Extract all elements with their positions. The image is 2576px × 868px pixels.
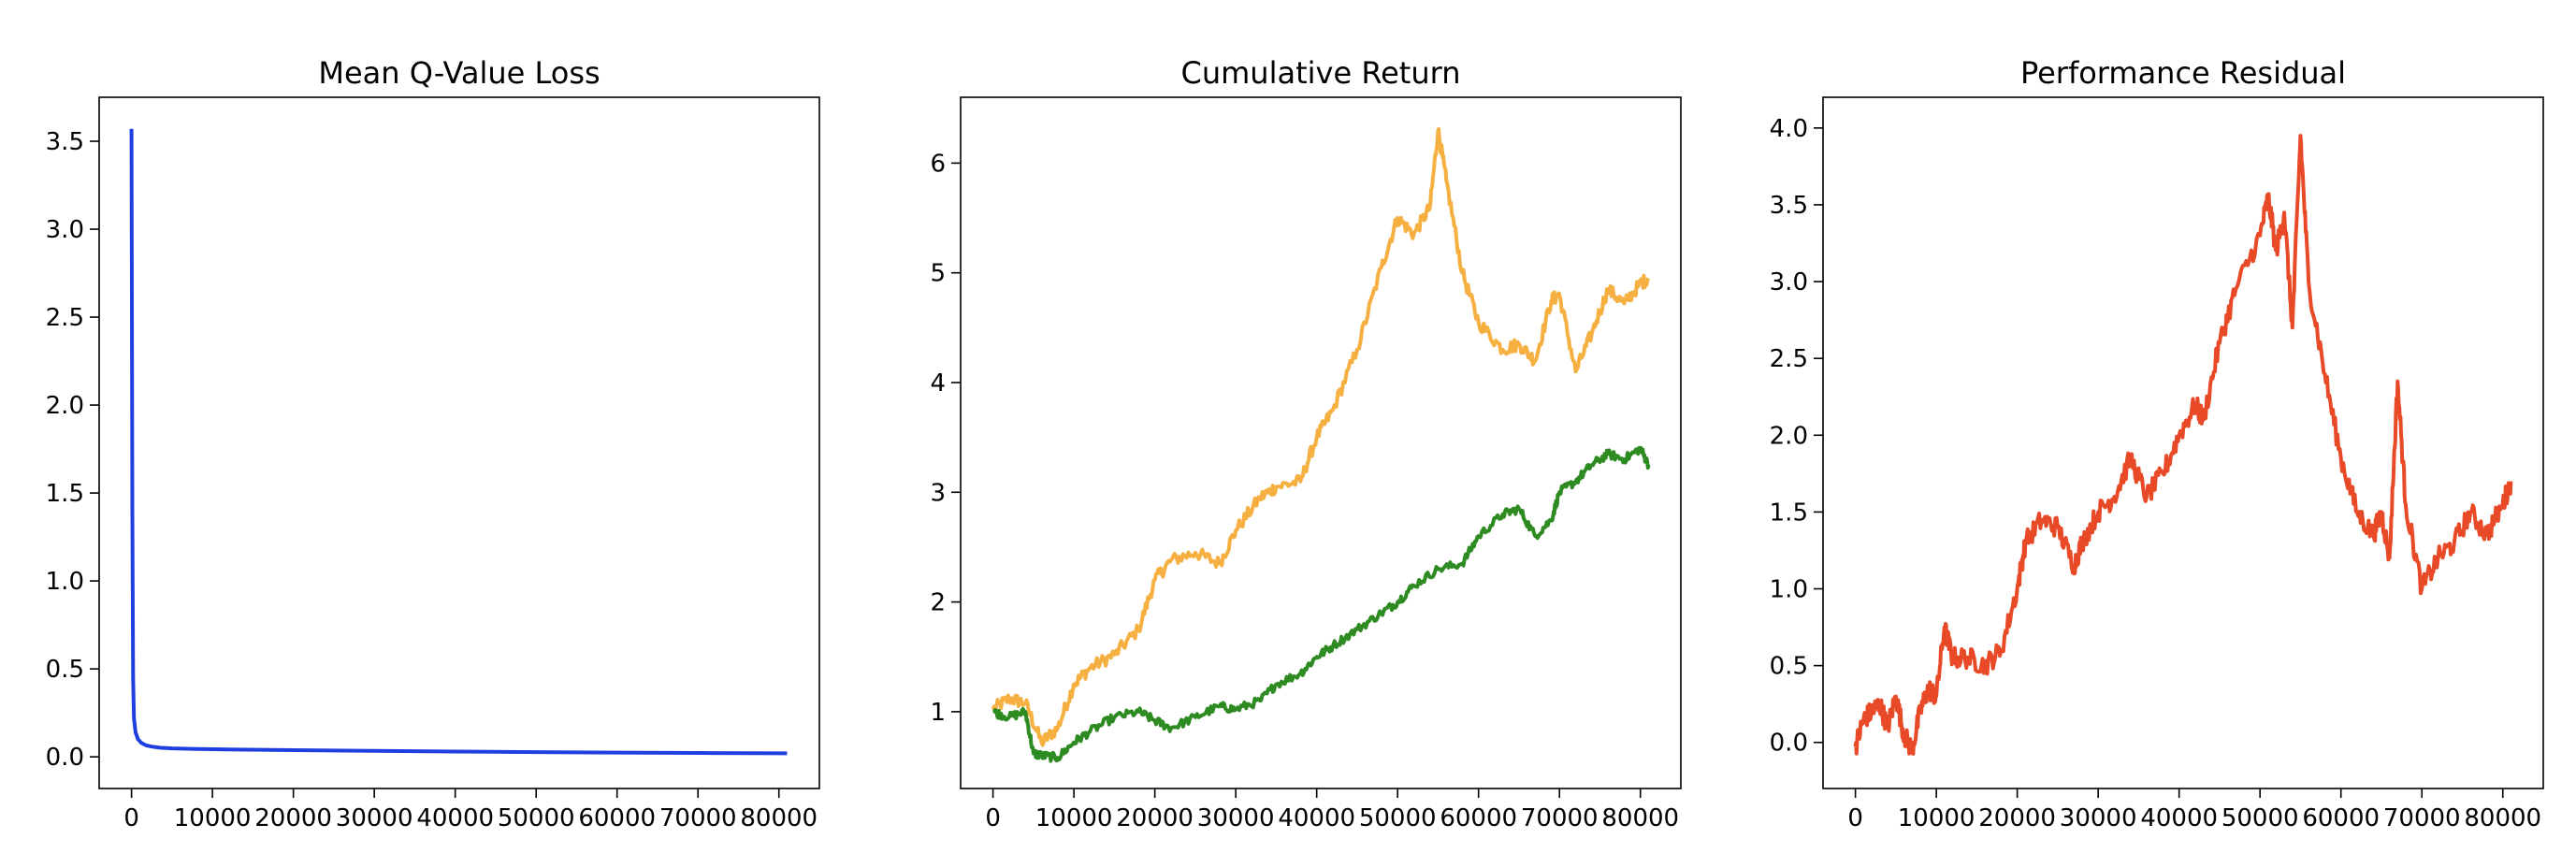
residual-chart-panel: Performance Residual 0 10000 20000 30000 400… bbox=[1770, 55, 2544, 832]
loss-chart-title: Mean Q-Value Loss bbox=[318, 55, 600, 91]
loss-x-tick-label: 30000 bbox=[336, 804, 413, 832]
residual-chart-title: Performance Residual bbox=[2020, 55, 2346, 91]
residual-x-tick-label: 70000 bbox=[2383, 804, 2461, 832]
residual-x-tick-label: 80000 bbox=[2464, 804, 2541, 832]
return-y-tick-label: 1 bbox=[930, 699, 946, 727]
loss-series-line-0 bbox=[129, 128, 788, 756]
residual-y-tick-label: 2.0 bbox=[1770, 422, 1808, 450]
residual-y-tick-label: 3.0 bbox=[1770, 268, 1808, 297]
loss-x-tick-label: 80000 bbox=[740, 804, 818, 832]
return-chart-plot-area: 0 10000 20000 30000 40000 50000 60000 70000 8000… bbox=[930, 96, 1682, 832]
residual-x-tick-label: 50000 bbox=[2221, 804, 2299, 832]
loss-x-tick-label: 20000 bbox=[254, 804, 332, 832]
residual-y-tick-label: 3.5 bbox=[1770, 192, 1808, 220]
residual-axes-frame bbox=[1822, 96, 2544, 789]
loss-chart-plot-area: 0 10000 20000 30000 40000 50000 60000 70000 8000… bbox=[46, 96, 820, 832]
residual-y-tick-label: 4.0 bbox=[1770, 115, 1808, 143]
return-y-tick-label: 6 bbox=[930, 150, 946, 178]
return-x-tick-label: 20000 bbox=[1116, 804, 1194, 832]
residual-y-tick-label: 1.0 bbox=[1770, 576, 1808, 604]
residual-x-tick-label: 30000 bbox=[2060, 804, 2137, 832]
loss-x-tick-label: 10000 bbox=[174, 804, 252, 832]
loss-y-tick-label: 0.5 bbox=[46, 656, 84, 684]
loss-y-tick-label: 3.5 bbox=[46, 128, 84, 156]
return-series-group bbox=[991, 127, 1651, 763]
residual-y-tick-label: 0.5 bbox=[1770, 653, 1808, 681]
residual-x-tick-label: 60000 bbox=[2302, 804, 2380, 832]
loss-x-tick-label: 50000 bbox=[498, 804, 575, 832]
return-x-tick-label: 0 bbox=[985, 804, 1001, 832]
residual-y-tick-label: 1.5 bbox=[1770, 499, 1808, 527]
loss-y-tick-label: 2.5 bbox=[46, 304, 84, 332]
return-y-tick-label: 5 bbox=[930, 260, 946, 288]
residual-chart-plot-area: 0 10000 20000 30000 40000 50000 60000 70000 8000… bbox=[1770, 96, 2544, 832]
residual-series-group bbox=[1853, 134, 2513, 756]
return-y-tick-label: 4 bbox=[930, 369, 946, 398]
return-y-tick-label: 2 bbox=[930, 589, 946, 617]
return-chart-title: Cumulative Return bbox=[1181, 55, 1461, 91]
residual-y-tick-label: 0.0 bbox=[1770, 730, 1808, 758]
return-axes-frame bbox=[960, 96, 1682, 789]
residual-series-line-0 bbox=[1853, 134, 2513, 756]
loss-x-tick-label: 60000 bbox=[578, 804, 656, 832]
loss-x-tick-label: 40000 bbox=[416, 804, 494, 832]
residual-x-tick-label: 0 bbox=[1847, 804, 1863, 832]
residual-y-tick-label: 2.5 bbox=[1770, 345, 1808, 373]
return-x-tick-label: 40000 bbox=[1278, 804, 1355, 832]
residual-x-tick-label: 10000 bbox=[1898, 804, 1975, 832]
return-x-tick-label: 50000 bbox=[1359, 804, 1437, 832]
return-series-line-0 bbox=[991, 127, 1651, 747]
residual-x-tick-label: 20000 bbox=[1978, 804, 2056, 832]
loss-y-tick-label: 0.0 bbox=[46, 744, 84, 772]
return-x-tick-label: 10000 bbox=[1035, 804, 1113, 832]
return-x-tick-label: 80000 bbox=[1601, 804, 1679, 832]
return-x-tick-label: 70000 bbox=[1521, 804, 1599, 832]
loss-y-tick-label: 2.0 bbox=[46, 392, 84, 420]
loss-axes-frame bbox=[98, 96, 820, 789]
return-series-line-1 bbox=[991, 445, 1651, 763]
loss-series-group bbox=[129, 128, 788, 756]
return-y-tick-label: 3 bbox=[930, 479, 946, 507]
loss-y-tick-label: 1.5 bbox=[46, 480, 84, 508]
loss-x-tick-label: 70000 bbox=[659, 804, 737, 832]
loss-y-tick-label: 1.0 bbox=[46, 568, 84, 596]
loss-chart-panel: Mean Q-Value Loss 0 10000 20000 30000 40000 5… bbox=[46, 55, 820, 832]
loss-y-tick-label: 3.0 bbox=[46, 216, 84, 244]
return-x-tick-label: 60000 bbox=[1440, 804, 1517, 832]
residual-x-tick-label: 40000 bbox=[2140, 804, 2218, 832]
return-x-tick-label: 30000 bbox=[1197, 804, 1275, 832]
loss-x-tick-label: 0 bbox=[123, 804, 139, 832]
return-chart-panel: Cumulative Return 0 10000 20000 30000 40000 5… bbox=[930, 55, 1682, 832]
